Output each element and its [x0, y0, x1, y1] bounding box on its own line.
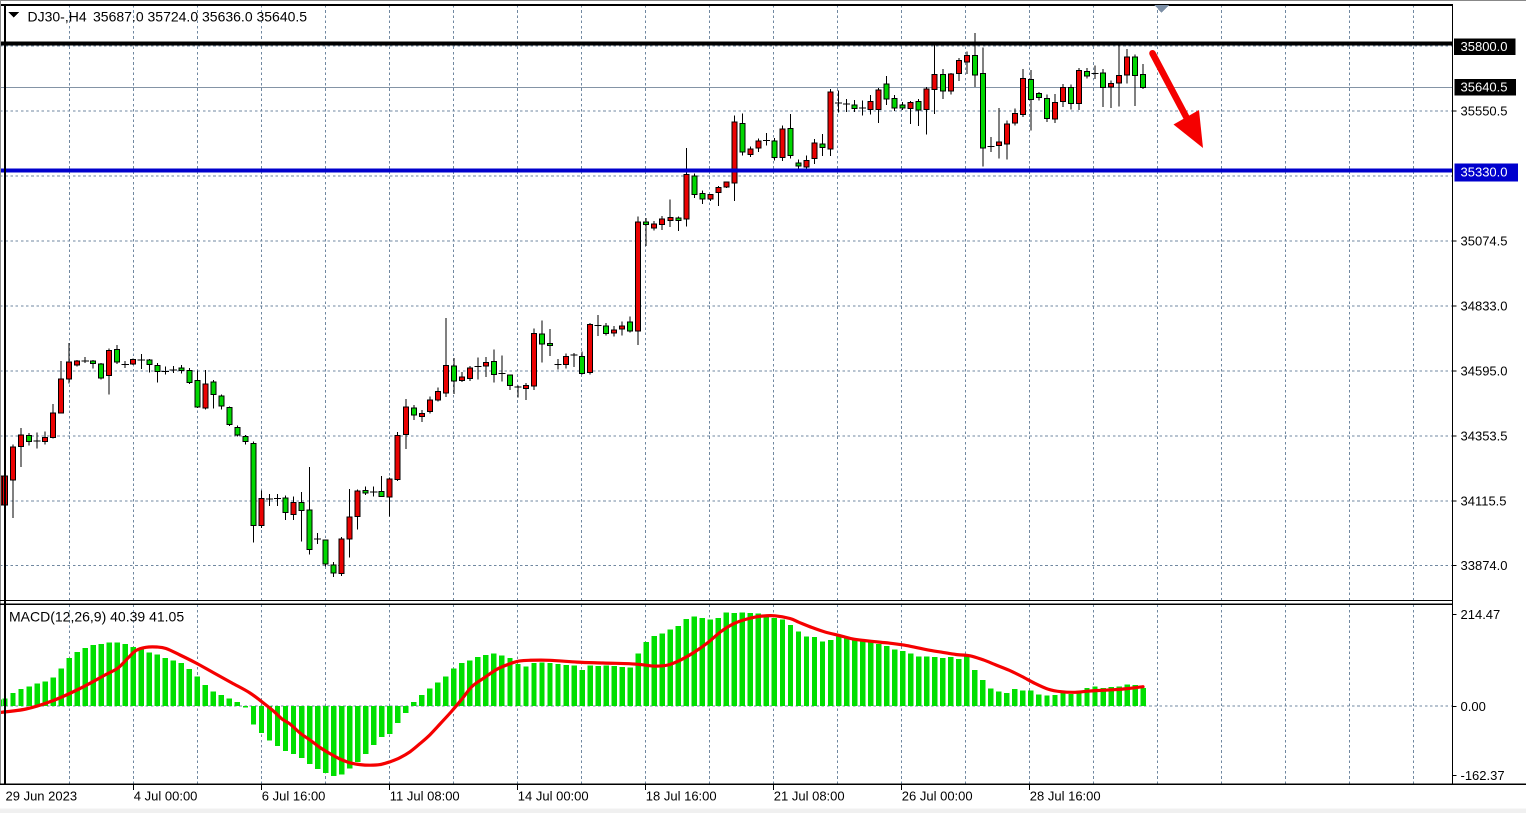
- svg-text:11 Jul 08:00: 11 Jul 08:00: [390, 789, 460, 804]
- svg-text:35550.5: 35550.5: [1461, 104, 1508, 119]
- svg-text:21 Jul 08:00: 21 Jul 08:00: [774, 789, 845, 804]
- svg-text:214.47: 214.47: [1461, 607, 1501, 622]
- svg-text:35330.0: 35330.0: [1461, 165, 1508, 180]
- svg-text:18 Jul 16:00: 18 Jul 16:00: [646, 789, 717, 804]
- svg-text:26 Jul 00:00: 26 Jul 00:00: [902, 789, 973, 804]
- svg-text:34353.5: 34353.5: [1461, 428, 1508, 443]
- svg-text:14 Jul 00:00: 14 Jul 00:00: [518, 789, 589, 804]
- svg-text:-162.37: -162.37: [1461, 768, 1505, 783]
- svg-text:35074.5: 35074.5: [1461, 234, 1508, 249]
- svg-text:28 Jul 16:00: 28 Jul 16:00: [1030, 789, 1101, 804]
- svg-text:DJ30-,H4: DJ30-,H4: [28, 9, 87, 25]
- svg-text:35687.0 35724.0 35636.0 35640.: 35687.0 35724.0 35636.0 35640.5: [93, 9, 307, 25]
- svg-text:29 Jun 2023: 29 Jun 2023: [6, 789, 78, 804]
- svg-text:35640.5: 35640.5: [1461, 80, 1508, 95]
- svg-text:34595.0: 34595.0: [1461, 363, 1508, 378]
- svg-text:34833.0: 34833.0: [1461, 298, 1508, 313]
- svg-text:33874.0: 33874.0: [1461, 558, 1508, 573]
- svg-text:MACD(12,26,9) 40.39 41.05: MACD(12,26,9) 40.39 41.05: [9, 609, 184, 625]
- svg-text:34115.5: 34115.5: [1461, 493, 1507, 508]
- svg-text:4 Jul 00:00: 4 Jul 00:00: [134, 789, 198, 804]
- svg-text:35800.0: 35800.0: [1461, 39, 1508, 54]
- svg-text:0.00: 0.00: [1461, 699, 1486, 714]
- svg-text:6 Jul 16:00: 6 Jul 16:00: [262, 789, 326, 804]
